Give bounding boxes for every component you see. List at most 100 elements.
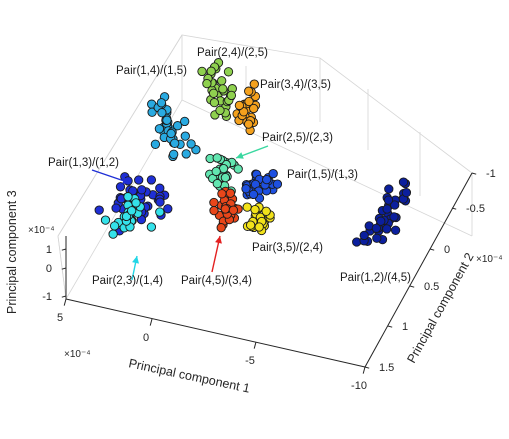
data-point bbox=[234, 100, 245, 111]
x-axis-label: Principal component 1 bbox=[127, 356, 251, 395]
scatter-series bbox=[205, 153, 243, 196]
data-point bbox=[209, 197, 219, 208]
y-tick bbox=[471, 172, 477, 175]
annotation-arrow bbox=[131, 255, 139, 281]
data-point bbox=[180, 131, 190, 141]
data-point bbox=[390, 200, 400, 210]
x-tick bbox=[149, 318, 153, 326]
group-label: Pair(3,5)/(2,4) bbox=[252, 242, 323, 254]
y-tick-label: 1.5 bbox=[379, 362, 394, 374]
x-tick-label: 5 bbox=[57, 312, 63, 324]
data-point bbox=[359, 230, 369, 241]
x-tick bbox=[362, 366, 366, 374]
data-point bbox=[262, 174, 272, 185]
z-tick bbox=[61, 295, 67, 298]
data-point bbox=[233, 164, 243, 174]
data-point bbox=[123, 192, 133, 202]
data-point bbox=[155, 207, 165, 217]
annotation-arrow bbox=[91, 169, 131, 184]
data-point bbox=[244, 86, 254, 96]
y-tick-label: -0.5 bbox=[466, 203, 485, 215]
data-point bbox=[211, 166, 221, 177]
annotation-arrow bbox=[235, 145, 269, 159]
y-ticks: -1 -0.5 0 0.5 1 1.5 bbox=[364, 168, 496, 374]
data-point bbox=[166, 128, 176, 139]
data-point bbox=[272, 179, 283, 189]
data-point bbox=[197, 66, 207, 77]
y-axis-label: Principal component 2 bbox=[404, 250, 476, 365]
data-point bbox=[254, 222, 264, 232]
scatter-series bbox=[209, 186, 243, 233]
data-point bbox=[382, 204, 392, 214]
data-point bbox=[382, 224, 392, 234]
data-point bbox=[218, 84, 228, 94]
data-point bbox=[223, 67, 234, 77]
data-point bbox=[243, 119, 254, 129]
group-label: Pair(1,3)/(1,2) bbox=[48, 157, 119, 169]
axes: 5 0 -5 -10 -1 -0.5 0 0.5 1 1.5 1 0 -1 Principal co… bbox=[5, 168, 503, 396]
data-point bbox=[169, 149, 179, 159]
data-point bbox=[390, 225, 401, 235]
data-point bbox=[181, 149, 191, 159]
scatter-series bbox=[241, 168, 283, 203]
x-axis-line bbox=[65, 298, 366, 368]
z-tick-label: -1 bbox=[42, 291, 52, 303]
x-axis-multiplier: ×10⁻⁴ bbox=[64, 349, 91, 360]
x-tick-label: -10 bbox=[351, 380, 367, 392]
data-point bbox=[209, 97, 220, 108]
data-point bbox=[215, 105, 225, 116]
z-axis-multiplier: ×10⁻⁴ bbox=[28, 225, 55, 236]
data-point bbox=[268, 168, 278, 179]
scatter-series bbox=[242, 202, 275, 236]
group-label: Pair(3,4)/(3,5) bbox=[260, 79, 331, 91]
scatter-series bbox=[100, 192, 165, 239]
data-point bbox=[202, 78, 212, 89]
group-label: Pair(2,4)/(2,5) bbox=[197, 47, 268, 59]
annotation-arrow bbox=[211, 235, 222, 273]
data-point bbox=[244, 96, 254, 107]
data-point bbox=[371, 223, 382, 233]
group-label: Pair(4,5)/(3,4) bbox=[181, 275, 252, 287]
data-point bbox=[216, 223, 226, 233]
y-axis-multiplier: ×10⁻⁴ bbox=[476, 254, 503, 265]
data-point bbox=[146, 222, 157, 232]
y-tick bbox=[451, 207, 457, 210]
scatter-series bbox=[147, 92, 201, 162]
data-point bbox=[372, 233, 382, 243]
data-point bbox=[121, 211, 132, 222]
data-points bbox=[94, 58, 412, 247]
data-point bbox=[127, 206, 137, 216]
y-tick bbox=[429, 248, 435, 251]
data-point bbox=[163, 204, 173, 214]
data-point bbox=[245, 220, 256, 230]
z-tick bbox=[61, 267, 67, 270]
scatter-series bbox=[352, 177, 412, 247]
z-tick-label: 1 bbox=[46, 244, 52, 256]
data-point bbox=[383, 195, 394, 205]
y-tick bbox=[409, 285, 415, 288]
y-tick bbox=[387, 325, 393, 328]
data-point bbox=[384, 184, 394, 194]
z-tick bbox=[61, 248, 67, 251]
x-tick-label: -5 bbox=[245, 355, 255, 367]
data-point bbox=[212, 153, 222, 163]
data-point bbox=[389, 212, 399, 222]
data-point bbox=[115, 182, 126, 192]
data-point bbox=[150, 139, 161, 149]
data-point bbox=[250, 204, 260, 215]
data-point bbox=[208, 88, 219, 98]
data-point bbox=[398, 177, 409, 187]
y-axis-line bbox=[364, 172, 473, 368]
data-point bbox=[217, 76, 227, 86]
data-point bbox=[94, 205, 104, 215]
x-tick bbox=[253, 341, 257, 349]
x-tick-label: 0 bbox=[143, 332, 149, 344]
data-point bbox=[241, 184, 251, 194]
data-point bbox=[220, 204, 230, 214]
group-label: Pair(1,5)/(1,3) bbox=[287, 169, 358, 181]
x-tick bbox=[63, 298, 67, 306]
z-axis-label: Principal component 3 bbox=[5, 190, 19, 314]
group-label: Pair(2,3)/(1,4) bbox=[92, 275, 163, 287]
data-point bbox=[134, 175, 144, 185]
